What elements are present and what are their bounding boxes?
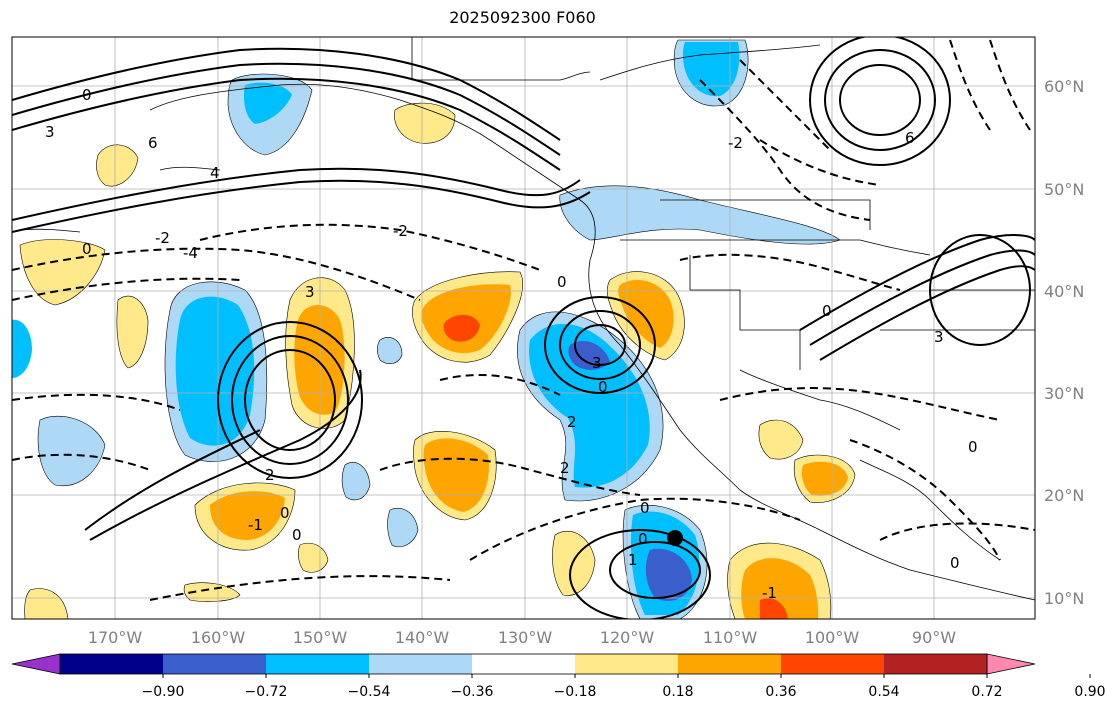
colorbar-tick-label: 0.54 — [868, 684, 899, 700]
contour-label: 1 — [628, 551, 638, 569]
colorbar-swatch — [163, 654, 267, 674]
contour-label: 0 — [950, 554, 960, 572]
contour-label: 2 — [265, 466, 275, 484]
lon-label: 100°W — [805, 628, 860, 647]
contour-label: -4 — [183, 244, 198, 262]
lon-label: 140°W — [395, 628, 450, 647]
colorbar-swatch — [472, 654, 576, 674]
contour-label: 6 — [905, 129, 915, 147]
contour-label: 3 — [592, 354, 602, 372]
coastlines — [19, 37, 1035, 601]
contour-label: 3 — [305, 283, 315, 301]
colorbar-swatch — [884, 654, 988, 674]
colorbar-swatch — [678, 654, 782, 674]
lat-label: 20°N — [1044, 486, 1084, 505]
colorbar-tick-label: 0.36 — [765, 684, 796, 700]
contour-label: -2 — [155, 229, 170, 247]
lon-label: 130°W — [498, 628, 553, 647]
contour-label: 3 — [934, 328, 944, 346]
contour-label: 0 — [822, 302, 832, 320]
colorbar-outline — [59, 653, 988, 675]
dashed-contours — [12, 39, 1035, 601]
contour-label: -1 — [248, 516, 263, 534]
grid-lines — [12, 37, 1035, 619]
contour-label: 0 — [968, 438, 978, 456]
colorbar-tick-label: 0.18 — [662, 684, 693, 700]
contour-label: 6 — [148, 134, 158, 152]
lat-label: 50°N — [1044, 180, 1084, 199]
contour-label: 0 — [82, 240, 92, 258]
shaded-fields — [12, 39, 856, 619]
map-title: 2025092300 F060 — [449, 8, 596, 27]
contour-label: 2 — [560, 459, 570, 477]
colorbar-tick-label: 0.72 — [971, 684, 1002, 700]
lon-label: 170°W — [88, 628, 143, 647]
lon-label: 120°W — [600, 628, 655, 647]
lon-label: 160°W — [191, 628, 246, 647]
contour-lines — [12, 37, 1035, 619]
lat-label: 10°N — [1044, 589, 1084, 608]
lat-label: 60°N — [1044, 77, 1084, 96]
longitude-labels: 170°W 160°W 150°W 140°W 130°W 120°W 110°… — [88, 628, 956, 647]
colorbar-swatch — [575, 654, 679, 674]
colorbar-tick-label: −0.36 — [451, 684, 494, 700]
lat-label: 40°N — [1044, 282, 1084, 301]
colorbar-boxes — [60, 654, 988, 674]
contour-label: 0 — [638, 530, 648, 548]
colorbar-tick-label: 0.90 — [1074, 684, 1105, 700]
colorbar-tick-label: −0.90 — [142, 684, 185, 700]
colorbar-swatch — [266, 654, 370, 674]
colorbar: −0.90 −0.72 −0.54 −0.36 −0.18 0.18 0.36 0.54 0.7… — [11, 653, 1105, 700]
colorbar-tick-label: −0.72 — [245, 684, 288, 700]
lon-label: 150°W — [293, 628, 348, 647]
contour-label: 0 — [557, 273, 567, 291]
contour-label: 0 — [82, 86, 92, 104]
colorbar-swatch — [60, 654, 164, 674]
colorbar-swatch — [369, 654, 473, 674]
map-content: 0 3 4 6 -2 -4 0 3 2 -1 0 0 -2 0 3 0 2 2 … — [12, 37, 1035, 619]
colorbar-tick-label: −0.18 — [554, 684, 597, 700]
contour-label-group: 0 3 4 6 -2 -4 0 3 2 -1 0 0 -2 0 3 0 2 2 … — [45, 86, 978, 602]
contour-label: 4 — [210, 164, 220, 182]
lat-label: 30°N — [1044, 384, 1084, 403]
colorbar-tick-label: −0.54 — [348, 684, 391, 700]
lon-label: 110°W — [703, 628, 758, 647]
lon-label: 90°W — [912, 628, 956, 647]
contour-label: 2 — [567, 413, 577, 431]
contour-label: 0 — [292, 526, 302, 544]
center-marker — [667, 530, 683, 546]
contour-label: 3 — [45, 123, 55, 141]
contour-label: 0 — [280, 504, 290, 522]
colorbar-extend-low — [11, 653, 61, 675]
contour-label: -2 — [393, 222, 408, 240]
colorbar-ticks: −0.90 −0.72 −0.54 −0.36 −0.18 0.18 0.36 0.54 0.7… — [142, 674, 1105, 700]
contour-label: 0 — [598, 378, 608, 396]
contour-label: 0 — [640, 499, 650, 517]
colorbar-extend-high — [986, 653, 1036, 675]
contour-label: -1 — [762, 584, 777, 602]
map-frame — [11, 36, 1036, 620]
contour-label: -2 — [728, 134, 743, 152]
latitude-labels: 60°N 50°N 40°N 30°N 20°N 10°N — [1044, 77, 1084, 608]
colorbar-swatch — [781, 654, 885, 674]
